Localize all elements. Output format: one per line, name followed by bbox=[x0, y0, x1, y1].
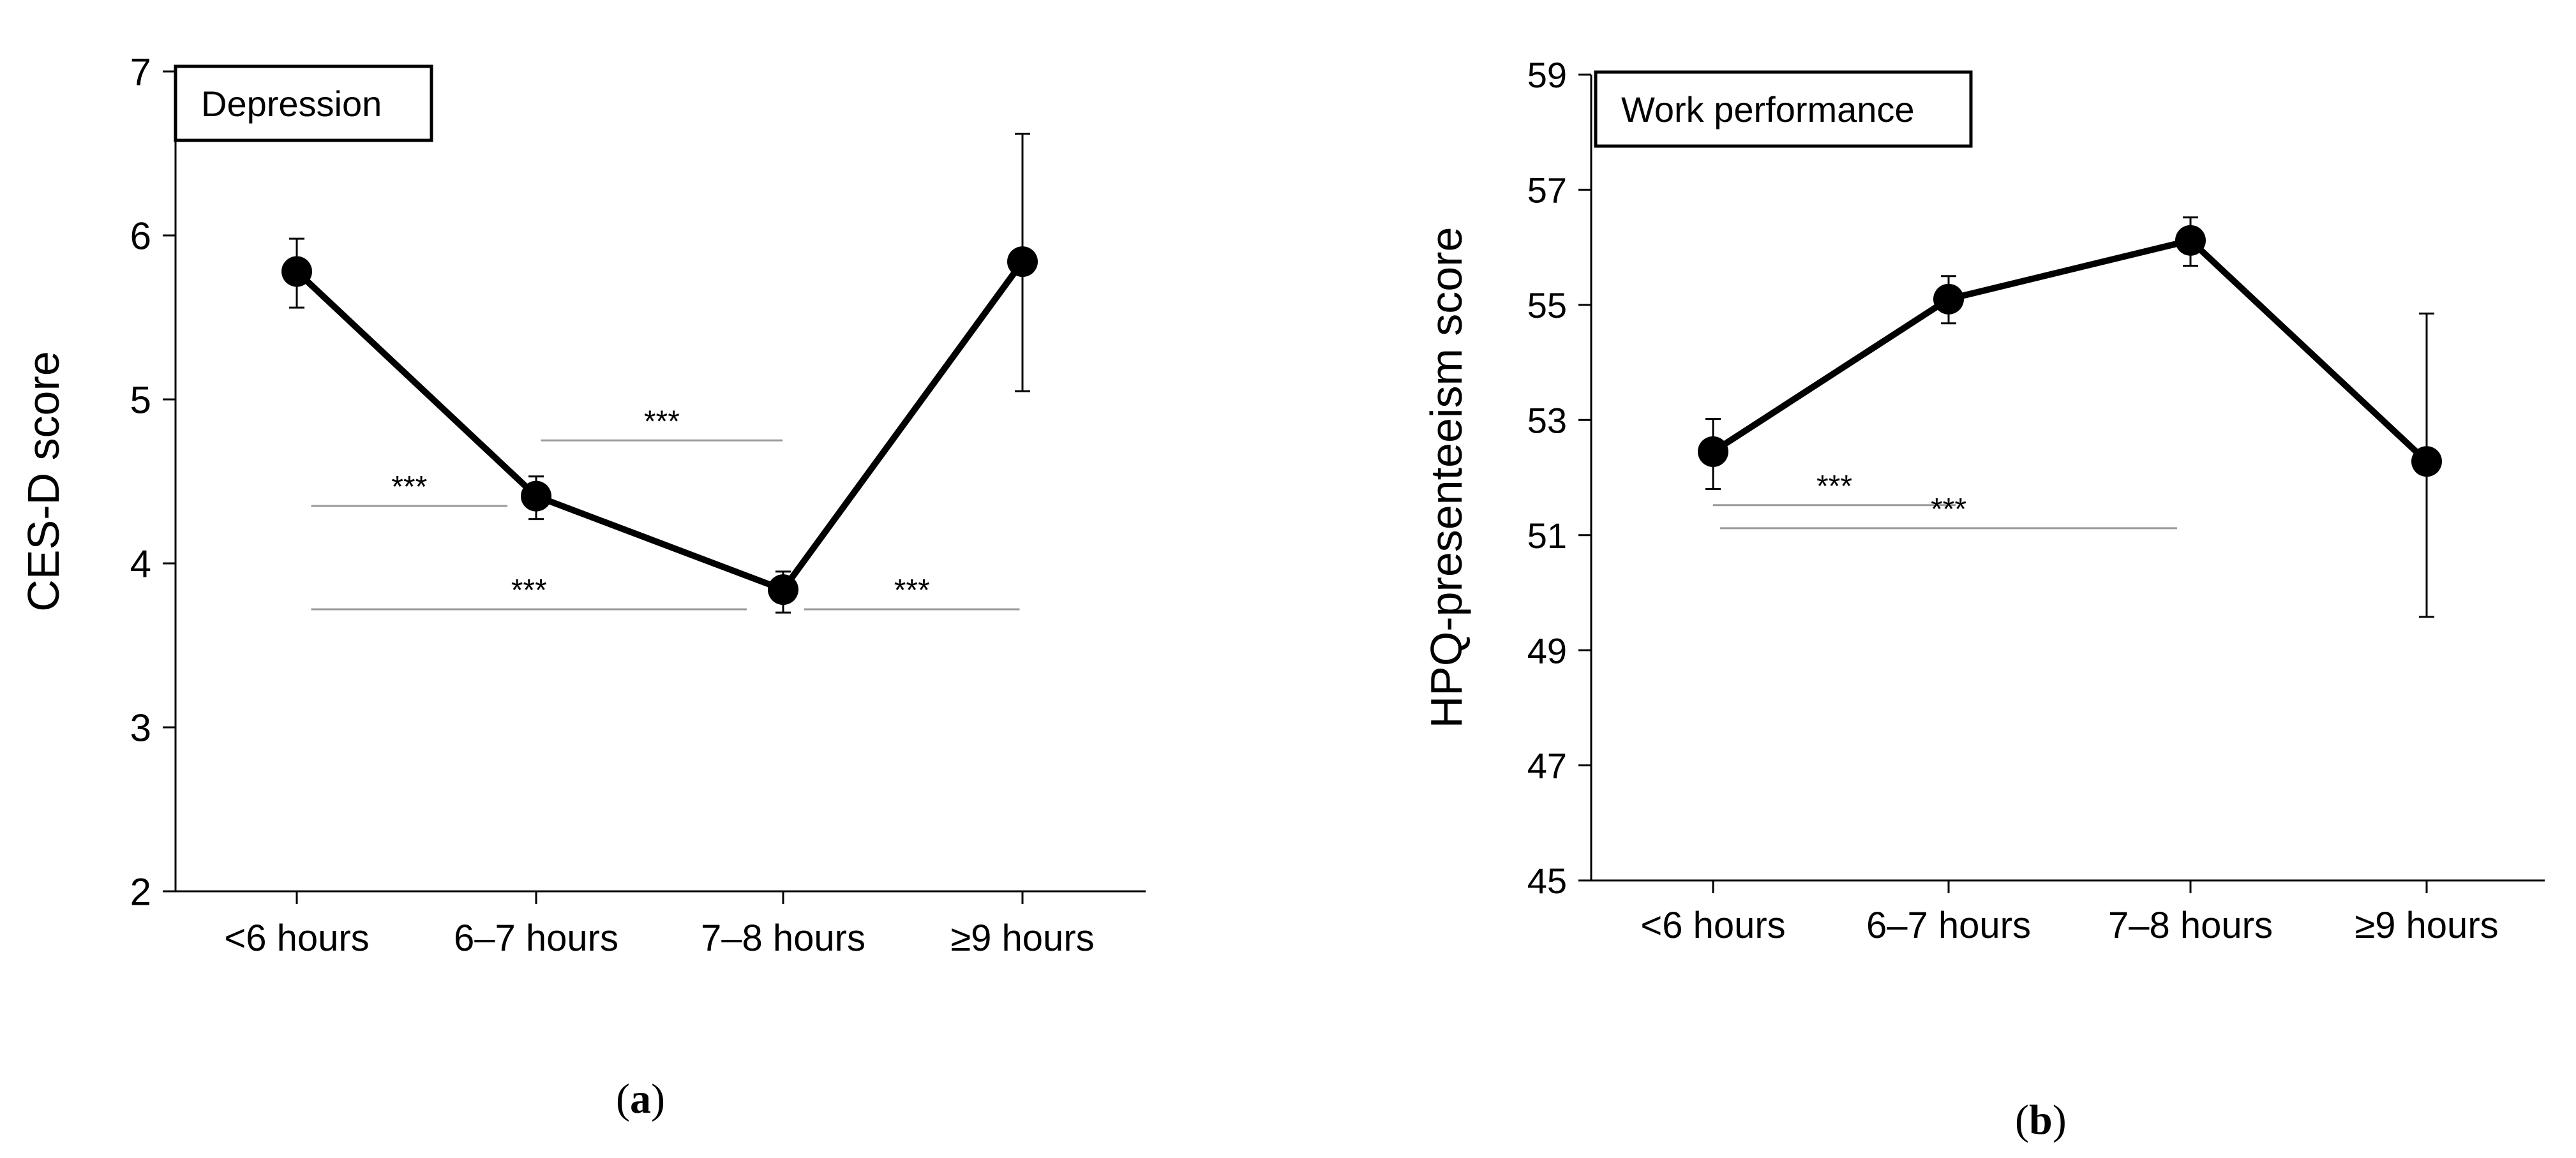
panel-a-x-tick-label-1: 6–7 hours bbox=[454, 917, 618, 959]
caption-b-letter: b bbox=[2028, 1097, 2053, 1143]
panel-a-data-point-3 bbox=[1007, 246, 1038, 278]
panel-b-y-tick-label-53: 53 bbox=[1527, 400, 1567, 440]
panel-a-y-tick-label-3: 3 bbox=[130, 707, 151, 750]
panel-a-y-tick-label-5: 5 bbox=[130, 379, 151, 422]
panel-a-series-line-0 bbox=[294, 260, 1026, 593]
panel-b-y-tick-label-57: 57 bbox=[1527, 170, 1567, 211]
panel-b-data-point-1 bbox=[1933, 283, 1964, 315]
caption-b-close: ) bbox=[2052, 1097, 2067, 1143]
panel-a-significance-label-3: *** bbox=[894, 574, 930, 607]
panel-a-x-tick-label-3: ≥9 hours bbox=[950, 917, 1094, 959]
panel-b-x-tick-label-0: <6 hours bbox=[1640, 905, 1785, 946]
panel-a-x-tick-label-0: <6 hours bbox=[224, 917, 369, 959]
panel-a-significance-label-0: *** bbox=[391, 470, 427, 504]
panel-caption-a: (a) bbox=[616, 1075, 665, 1124]
panel-b-data-point-3 bbox=[2411, 446, 2442, 477]
panel-b-x-tick-label-1: 6–7 hours bbox=[1866, 905, 2031, 946]
caption-b-open: ( bbox=[2015, 1097, 2029, 1143]
panel-b-y-tick-label-49: 49 bbox=[1527, 630, 1567, 671]
panel-b-title-box bbox=[1594, 70, 1973, 148]
panel-a-title-box bbox=[174, 64, 433, 142]
panel-a-y-tick-label-2: 2 bbox=[130, 871, 151, 914]
panel-b-y-axis-title: HPQ-presenteeism score bbox=[1421, 227, 1471, 729]
panel-a-data-point-2 bbox=[768, 574, 798, 605]
panel-b-y-tick-label-55: 55 bbox=[1527, 285, 1567, 325]
panel-a-y-tick-label-4: 4 bbox=[130, 543, 151, 586]
panel-b-y-tick-label-45: 45 bbox=[1527, 861, 1567, 901]
panel-b-significance-label-0: *** bbox=[1816, 470, 1852, 503]
panel-b-significance-label-1: *** bbox=[1931, 493, 1966, 526]
caption-a-close: ) bbox=[650, 1076, 665, 1122]
panel-b-title: Work performance bbox=[1621, 89, 1915, 130]
panel-a-y-axis-title: CES-D score bbox=[19, 351, 68, 611]
panel-b-y-tick-label-59: 59 bbox=[1527, 55, 1567, 95]
panel-caption-b: (b) bbox=[2015, 1096, 2067, 1145]
panel-a-y-tick-label-6: 6 bbox=[130, 215, 151, 258]
panel-a-y-tick-label-7: 7 bbox=[130, 51, 151, 94]
panel-b-series-line-0 bbox=[1711, 237, 2429, 464]
caption-a-letter: a bbox=[629, 1076, 651, 1122]
panel-a-significance-label-2: *** bbox=[511, 574, 547, 607]
panel-b-y-tick-label-51: 51 bbox=[1527, 516, 1567, 556]
panel-b-x-tick-label-2: 7–8 hours bbox=[2108, 905, 2273, 946]
panel-a-data-point-1 bbox=[521, 480, 551, 512]
panel-b-data-point-0 bbox=[1698, 436, 1728, 467]
panel-a-data-point-0 bbox=[281, 256, 312, 287]
panel-a-title: Depression bbox=[201, 84, 382, 124]
caption-a-open: ( bbox=[616, 1076, 630, 1122]
panel-b-x-tick-label-3: ≥9 hours bbox=[2355, 905, 2498, 946]
panel-b-data-point-2 bbox=[2175, 225, 2206, 256]
panel-a-x-tick-label-2: 7–8 hours bbox=[701, 917, 865, 959]
panel-b-y-tick-label-47: 47 bbox=[1527, 746, 1567, 786]
panel-a-significance-label-1: *** bbox=[644, 405, 680, 438]
